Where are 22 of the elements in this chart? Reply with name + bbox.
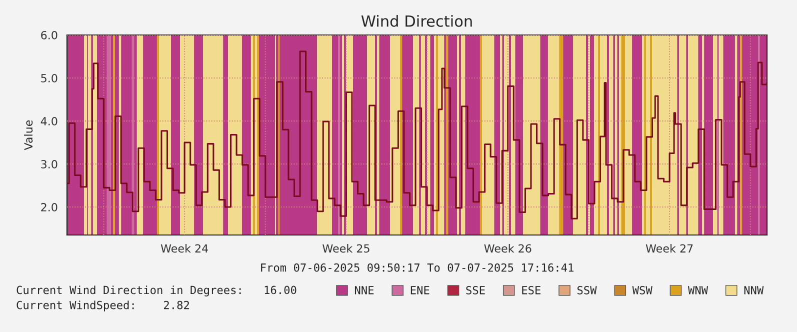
legend-label: ENE — [410, 286, 430, 294]
legend-label: NNW — [744, 286, 764, 294]
x-tick-label: Week 24 — [160, 244, 208, 253]
y-tick-label: 5.0 — [41, 74, 58, 82]
x-tick-label: Week 27 — [646, 244, 693, 253]
x-tick-label: Week 25 — [322, 244, 370, 253]
legend-label: WSW — [632, 286, 652, 294]
text: Current Wind Direction in Degrees: 16.00 — [16, 286, 296, 296]
x-tick-label: Week 26 — [484, 244, 532, 253]
x-axis-title: From 07-06-2025 09:50:17 To 07-07-2025 17:16:41 — [261, 263, 574, 272]
chart-title: Wind Direction — [361, 15, 472, 27]
y-tick-label: 4.0 — [40, 116, 58, 126]
y-tick-label: 2.0 — [41, 203, 58, 212]
legend-label: SSE — [466, 286, 485, 294]
y-tick-label: 6.0 — [41, 30, 58, 40]
text: Current WindSpeed: 2.82 — [16, 300, 189, 312]
legend-label: WNW — [688, 286, 708, 294]
legend-label: SSW — [577, 286, 597, 294]
y-tick-label: 3.0 — [41, 160, 58, 168]
legend-label: NNE — [354, 286, 374, 294]
y-axis-title: Value — [24, 120, 33, 150]
legend-label: ESE — [522, 286, 540, 294]
